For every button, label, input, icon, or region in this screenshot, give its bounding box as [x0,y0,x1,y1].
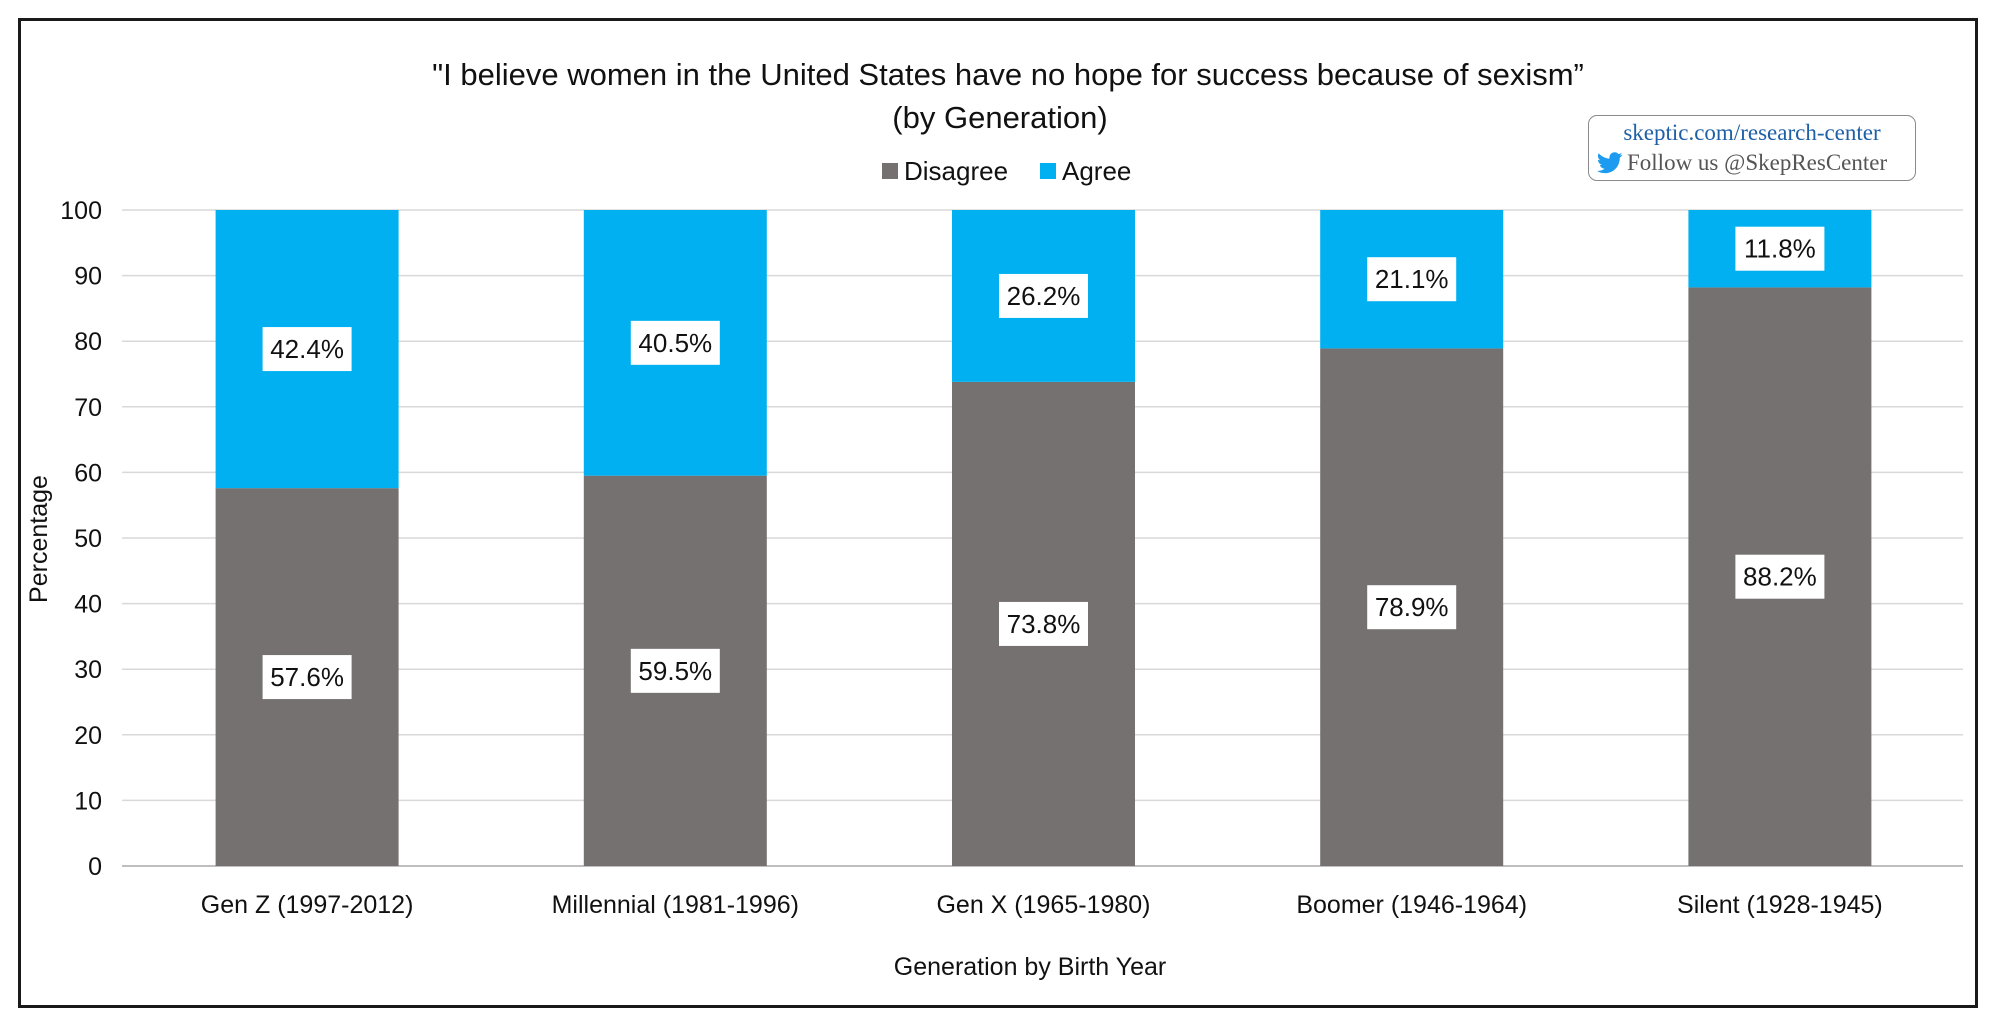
y-tick-label: 60 [74,459,102,487]
x-axis-ticks: Gen Z (1997-2012) Millennial (1981-1996) G… [201,891,1883,919]
credit-follow: Follow us @SkepResCenter [1597,150,1887,176]
x-tick-label: Millennial (1981-1996) [552,891,799,919]
y-tick-label: 100 [60,197,102,225]
data-label-box [999,273,1088,318]
data-label-box [262,655,352,700]
x-tick-label: Gen X (1965-1980) [936,891,1150,919]
y-tick-label: 30 [74,656,102,684]
y-tick-label: 10 [74,787,102,815]
credit-box: skeptic.com/research-center Follow us @S… [1588,115,1916,181]
data-label: 88.2% [1743,562,1817,592]
legend-label-agree: Agree [1062,156,1131,186]
y-tick-label: 0 [88,853,102,881]
legend-swatch-disagree [882,163,898,179]
legend-label-disagree: Disagree [904,156,1008,186]
y-tick-label: 50 [74,525,102,553]
data-label: 59.5% [638,656,712,686]
data-label-box [262,327,352,372]
data-label-box [999,601,1088,646]
chart-title: "I believe women in the United States ha… [432,57,1584,92]
y-tick-label: 80 [74,328,102,356]
chart-subtitle: (by Generation) [892,100,1107,135]
y-tick-label: 70 [74,394,102,422]
data-label-box [630,320,720,365]
data-label: 57.6% [270,662,344,692]
y-tick-label: 90 [74,263,102,291]
credit-url[interactable]: skeptic.com/research-center [1623,120,1881,145]
x-tick-label: Gen Z (1997-2012) [201,891,414,919]
data-label: 42.4% [270,334,344,364]
y-axis-ticks: 0 10 20 30 40 50 60 70 80 90 100 [60,197,102,881]
data-label: 73.8% [1007,609,1081,639]
data-label-box [1367,257,1457,302]
y-tick-label: 40 [74,591,102,619]
bars: 57.6% 42.4% 59.5% 40.5% 73.8% 26.2% 78.9% 21.1%… [215,210,1872,867]
x-tick-label: Silent (1928-1945) [1677,891,1883,919]
x-axis-title: Generation by Birth Year [894,953,1166,981]
legend-swatch-agree [1040,163,1056,179]
data-label-box [1735,226,1825,271]
data-label: 11.8% [1744,234,1816,264]
credit-follow-text: Follow us @SkepResCenter [1627,150,1888,175]
data-label: 26.2% [1007,281,1081,311]
data-label: 21.1% [1375,264,1449,294]
y-tick-label: 20 [74,722,102,750]
data-label-box [1735,554,1825,599]
data-label: 40.5% [638,328,712,358]
twitter-icon [1597,152,1623,174]
data-label-box [630,648,720,693]
data-label-box [1367,585,1457,630]
x-tick-label: Boomer (1946-1964) [1296,891,1527,919]
y-axis-title: Percentage [25,475,53,603]
data-label: 78.9% [1375,592,1449,622]
legend: Disagree Agree [882,156,1131,186]
